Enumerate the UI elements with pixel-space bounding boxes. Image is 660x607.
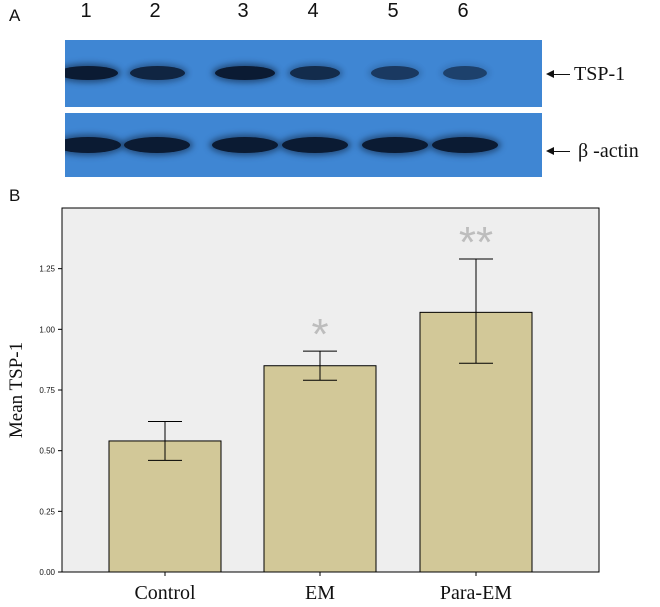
tsp1-band-4	[290, 66, 340, 80]
actin-label: β -actin	[578, 140, 639, 162]
y-tick-label-0: 0.00	[39, 568, 55, 577]
actin-band-4	[282, 137, 348, 153]
lane-number-1: 1	[80, 0, 92, 22]
panel-a-letter: A	[9, 6, 21, 25]
tsp1-band-2	[129, 66, 185, 80]
tsp1-arrow-head	[546, 70, 554, 78]
bar-control	[108, 440, 222, 573]
bar-chart: 0.00 0.25 0.50 0.75 1.00 1.25 Mean TSP-1 Contro…	[6, 207, 600, 604]
lane-number-6: 6	[457, 0, 469, 22]
tsp1-band-5	[371, 66, 419, 80]
tsp1-blot	[65, 40, 542, 107]
y-tick-label-5: 1.25	[39, 265, 55, 274]
y-tick-label-2: 0.50	[39, 447, 55, 456]
actin-arrow-head	[546, 147, 554, 155]
lane-number-2: 2	[149, 0, 161, 22]
actin-band-5	[362, 137, 428, 153]
lane-number-3: 3	[237, 0, 249, 22]
y-tick-label-3: 0.75	[39, 386, 55, 395]
actin-band-2	[124, 137, 190, 153]
actin-band-3	[212, 137, 278, 153]
y-axis-label: Mean TSP-1	[6, 342, 27, 438]
x-tick-label-para-em: Para-EM	[440, 582, 512, 604]
tsp1-band-1	[65, 66, 118, 80]
x-tick-label-control: Control	[134, 582, 196, 604]
actin-blot	[65, 113, 542, 177]
actin-arrow	[552, 151, 570, 152]
lane-number-4: 4	[307, 0, 319, 22]
lane-number-5: 5	[387, 0, 399, 22]
tsp1-label: TSP-1	[574, 63, 626, 85]
tsp1-arrow	[552, 74, 570, 75]
actin-band-6	[432, 137, 498, 153]
y-tick-label-1: 0.25	[39, 507, 55, 516]
tsp1-band-3	[215, 66, 275, 80]
bar-em	[263, 365, 377, 573]
significance-star-3: **	[459, 218, 493, 267]
panel-b-letter: B	[9, 186, 21, 205]
x-tick-label-em: EM	[305, 582, 335, 604]
y-tick-label-4: 1.00	[39, 325, 55, 334]
tsp1-band-6	[443, 66, 487, 80]
significance-star-2: *	[311, 310, 328, 359]
actin-band-1	[65, 137, 121, 153]
